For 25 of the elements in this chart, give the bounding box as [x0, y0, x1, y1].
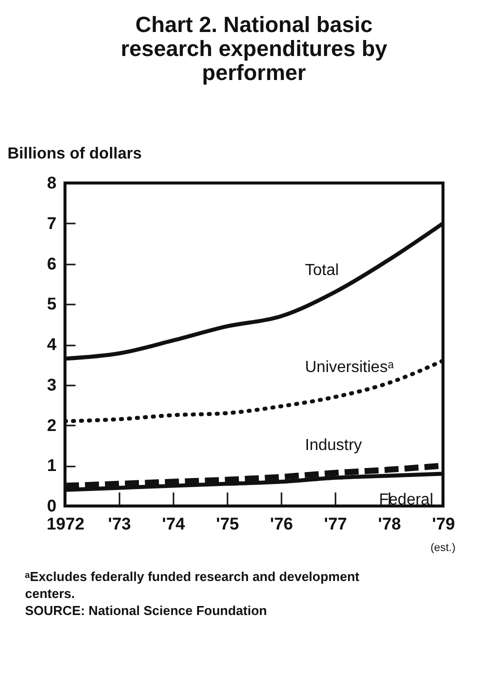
y-tick-label: 7	[47, 214, 56, 233]
y-tick-label: 4	[47, 335, 58, 354]
source-note: SOURCE: National Science Foundation	[25, 603, 268, 618]
y-tick-label: 8	[47, 174, 56, 192]
series-label: Universitiesᵃ	[305, 358, 395, 376]
text: ᵃExcludes federally funded research and development centers.	[25, 569, 360, 601]
y-tick-label: 0	[47, 496, 56, 516]
x-tick-label: '79	[432, 514, 455, 534]
series-label: Industry	[305, 436, 362, 454]
y-tick-label: 1	[47, 456, 56, 476]
x-tick-label: '78	[378, 514, 401, 534]
text: (est.)	[430, 542, 456, 554]
x-tick-label: '77	[324, 514, 347, 534]
x-tick-label: 1972	[46, 514, 84, 534]
y-tick-label: 5	[47, 294, 56, 314]
y-tick-label: 3	[47, 375, 56, 394]
y-tick-label: 2	[47, 416, 56, 435]
y-axis-title: Billions of dollars	[8, 146, 142, 162]
series-label: Total	[305, 262, 339, 280]
x-tick-label: '76	[270, 514, 293, 534]
x-tick-label: '75	[216, 514, 239, 534]
chart-title: Chart 2. National basic research expenditures by performer	[120, 12, 388, 85]
y-tick-label: 6	[47, 254, 56, 274]
x-tick-label: '74	[162, 514, 186, 534]
x-tick-label: '73	[108, 514, 131, 534]
